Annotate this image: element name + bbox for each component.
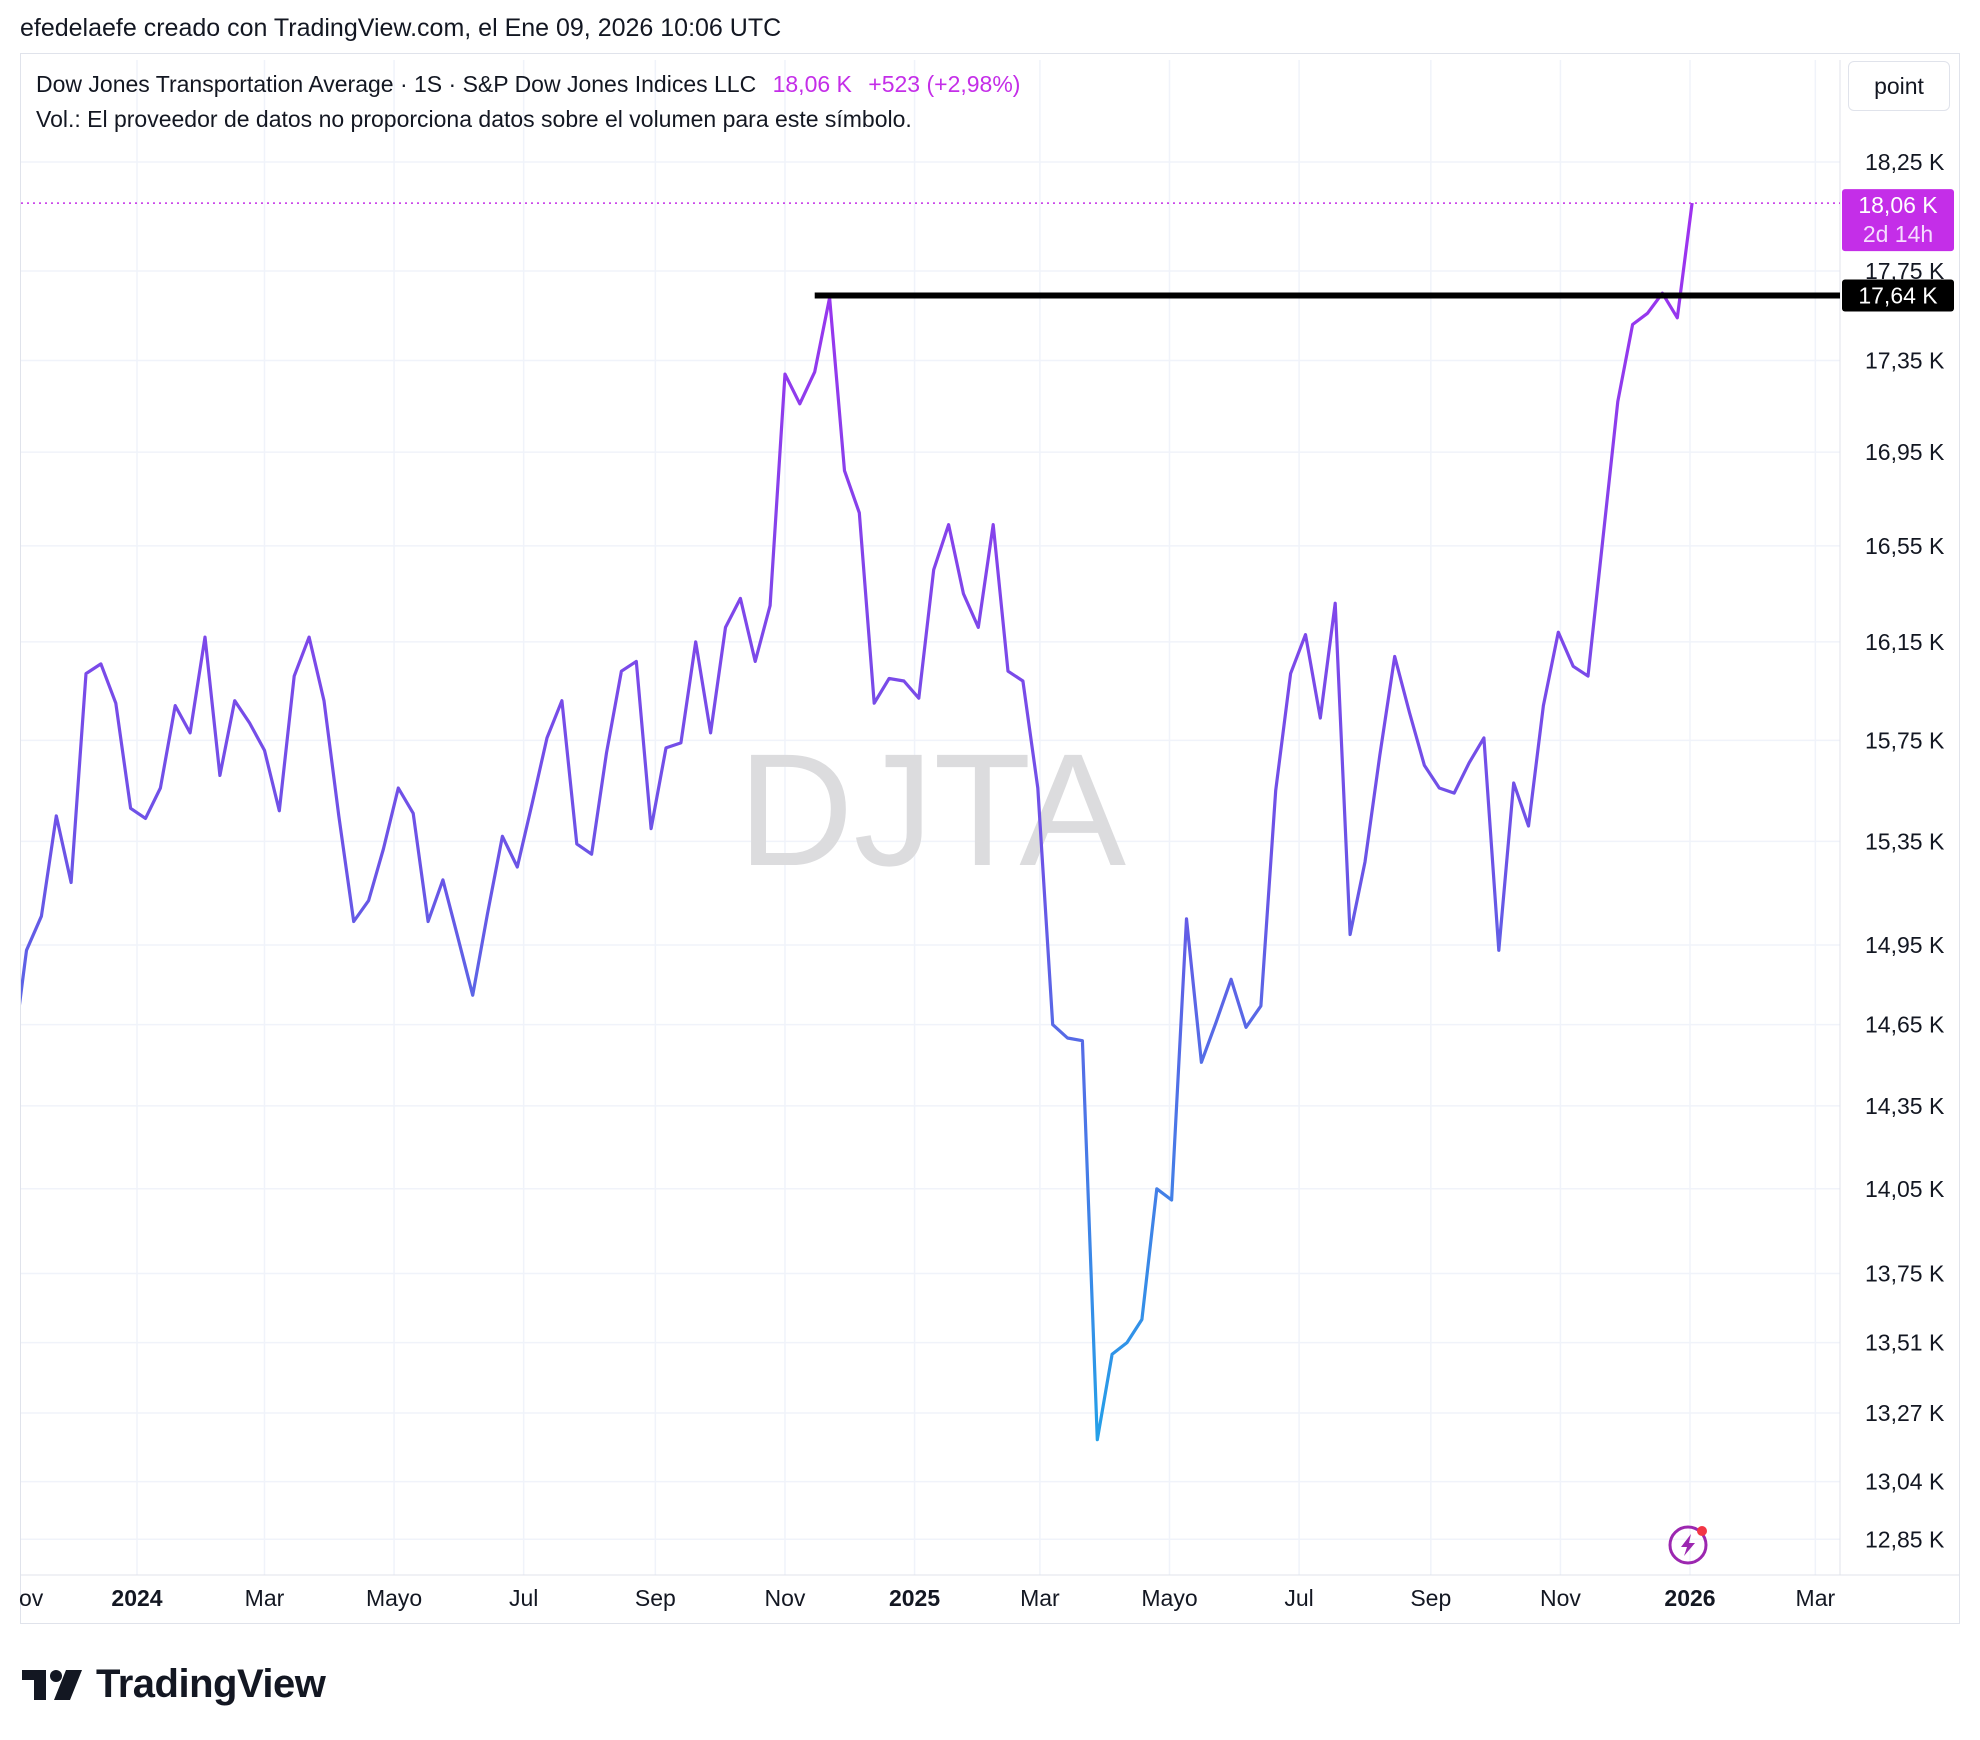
tradingview-wordmark: TradingView (96, 1662, 326, 1706)
bar-countdown-label: 2d 14h (1863, 221, 1933, 247)
price-change-value: +523 (+2,98%) (868, 71, 1021, 97)
last-price-tag[interactable] (1842, 189, 1954, 252)
x-tick-label: Jul (509, 1585, 538, 1611)
y-tick-label: 14,95 K (1865, 932, 1945, 958)
x-tick-label: Nov (1540, 1585, 1581, 1611)
y-tick-label: 13,04 K (1865, 1469, 1945, 1495)
x-tick-label: Mar (1796, 1585, 1836, 1611)
x-tick-label: Sep (1410, 1585, 1451, 1611)
x-tick-label: Sep (635, 1585, 676, 1611)
y-tick-label: 12,85 K (1865, 1526, 1945, 1552)
x-tick-label: ov (19, 1585, 44, 1611)
last-price-tag-value: 18,06 K (1858, 192, 1938, 218)
y-tick-label: 14,65 K (1865, 1012, 1945, 1038)
chart-frame (20, 53, 1960, 1624)
horizontal-line-price-tag[interactable] (1842, 279, 1954, 312)
y-tick-label: 16,55 K (1865, 533, 1945, 559)
symbol-watermark: DJTA (738, 720, 1126, 899)
y-tick-label: 13,75 K (1865, 1261, 1945, 1287)
price-series-line[interactable] (12, 202, 1694, 1442)
x-tick-label: Jul (1284, 1585, 1313, 1611)
scale-mode-button[interactable]: point (1848, 61, 1950, 111)
created-by-caption: efedelaefe creado con TradingView.com, e… (20, 14, 782, 42)
x-tick-label: Mar (245, 1585, 285, 1611)
y-tick-label: 13,27 K (1865, 1400, 1945, 1426)
x-tick-label: Mayo (366, 1585, 422, 1611)
y-tick-label: 17,35 K (1865, 348, 1945, 374)
volume-note: Vol.: El proveedor de datos no proporcio… (36, 106, 912, 132)
x-tick-label: Nov (765, 1585, 806, 1611)
last-price-value: 18,06 K (772, 71, 852, 97)
tradingview-brand: TradingView (22, 1662, 326, 1707)
y-tick-label: 16,95 K (1865, 439, 1945, 465)
y-tick-label: 13,51 K (1865, 1330, 1945, 1356)
alerts-lightning-icon[interactable] (1668, 1525, 1708, 1565)
x-tick-label: 2024 (111, 1585, 162, 1611)
x-tick-label: Mar (1020, 1585, 1060, 1611)
x-tick-label: Mayo (1141, 1585, 1197, 1611)
y-tick-label: 16,15 K (1865, 629, 1945, 655)
x-tick-label: 2025 (889, 1585, 940, 1611)
symbol-legend: Dow Jones Transportation Average · 1S · … (36, 71, 1020, 98)
horizontal-line-price-label: 17,64 K (1858, 282, 1938, 308)
tradingview-logo-icon (22, 1669, 82, 1700)
y-tick-label: 14,35 K (1865, 1093, 1945, 1119)
y-tick-label: 15,75 K (1865, 727, 1945, 753)
y-tick-label: 18,25 K (1865, 149, 1945, 175)
y-tick-label: 15,35 K (1865, 828, 1945, 854)
y-tick-label: 14,05 K (1865, 1176, 1945, 1202)
x-tick-label: 2026 (1664, 1585, 1715, 1611)
symbol-title[interactable]: Dow Jones Transportation Average · 1S · … (36, 71, 757, 97)
